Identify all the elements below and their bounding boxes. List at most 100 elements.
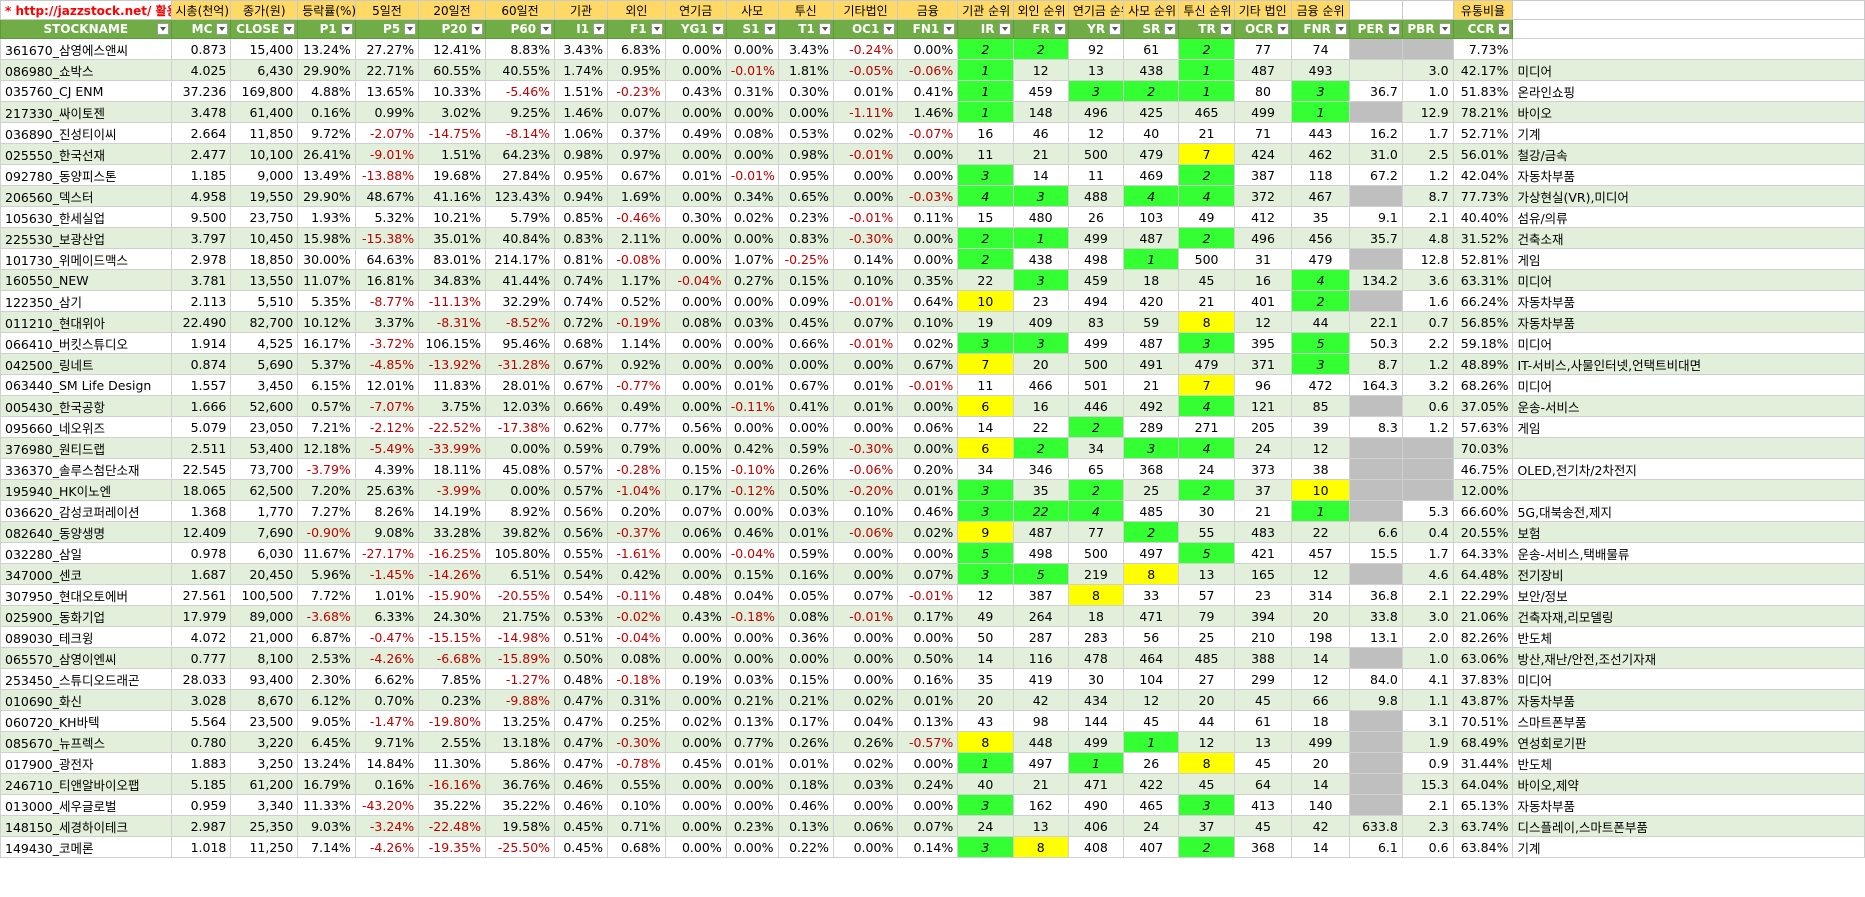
- sector-cell[interactable]: [1512, 437, 1865, 459]
- filter-dropdown-icon[interactable]: [340, 23, 353, 35]
- filter-dropdown-icon[interactable]: [216, 23, 229, 35]
- sector-cell[interactable]: 방산,재난/안전,조선기자재: [1512, 647, 1865, 669]
- value-cell[interactable]: 0.01%: [832, 395, 899, 417]
- rank-cell[interactable]: 283: [1067, 626, 1125, 648]
- sector-cell[interactable]: [1512, 479, 1865, 501]
- value-cell[interactable]: 2.5: [1401, 143, 1454, 165]
- value-cell[interactable]: -0.10%: [725, 458, 779, 480]
- value-cell[interactable]: 0.64%: [897, 290, 959, 312]
- rank-cell[interactable]: 456: [1291, 227, 1350, 249]
- rank-cell[interactable]: 387: [1012, 584, 1069, 606]
- value-cell[interactable]: [1348, 185, 1403, 207]
- value-cell[interactable]: 0.00%: [725, 626, 779, 648]
- value-cell[interactable]: -13.92%: [418, 353, 486, 375]
- value-cell[interactable]: 13.1: [1348, 626, 1403, 648]
- value-cell[interactable]: 12.8: [1401, 248, 1454, 270]
- rank-cell[interactable]: 21: [1012, 773, 1069, 795]
- rank-cell[interactable]: 394: [1233, 605, 1293, 627]
- rank-cell[interactable]: 33: [1123, 584, 1180, 606]
- value-cell[interactable]: 1.46%: [554, 101, 609, 123]
- value-cell[interactable]: 0.26%: [777, 731, 834, 753]
- value-cell[interactable]: 0.00%: [725, 500, 779, 522]
- rank-cell[interactable]: 409: [1012, 311, 1069, 333]
- value-cell[interactable]: 0.95%: [554, 164, 609, 186]
- value-cell[interactable]: 27.561: [170, 584, 232, 606]
- value-cell[interactable]: 14.84%: [354, 752, 420, 774]
- value-cell[interactable]: 0.59%: [554, 437, 609, 459]
- value-cell[interactable]: 0.00%: [664, 815, 727, 837]
- value-cell[interactable]: 61,400: [230, 101, 299, 123]
- value-cell[interactable]: 0.03%: [725, 311, 779, 333]
- value-cell[interactable]: [1348, 248, 1403, 270]
- filter-dropdown-icon[interactable]: [1277, 23, 1290, 35]
- value-cell[interactable]: [1348, 59, 1403, 81]
- value-cell[interactable]: 13.25%: [484, 710, 556, 732]
- value-cell[interactable]: -0.01%: [725, 59, 779, 81]
- rank-cell[interactable]: 59: [1123, 311, 1180, 333]
- value-cell[interactable]: 0.54%: [554, 563, 609, 585]
- rank-cell[interactable]: 446: [1067, 395, 1125, 417]
- rank-cell[interactable]: 3: [957, 164, 1014, 186]
- rank-cell[interactable]: 4: [957, 185, 1014, 207]
- sector-cell[interactable]: 기계: [1512, 122, 1865, 144]
- rank-cell[interactable]: 14: [957, 416, 1014, 438]
- rank-cell[interactable]: 20: [957, 689, 1014, 711]
- value-cell[interactable]: 8.7: [1348, 353, 1403, 375]
- sector-cell[interactable]: 운송-서비스: [1512, 395, 1865, 417]
- value-cell[interactable]: 2.3: [1401, 815, 1454, 837]
- filter-dropdown-icon[interactable]: [540, 23, 553, 35]
- value-cell[interactable]: -8.31%: [418, 311, 486, 333]
- value-cell[interactable]: 0.45%: [554, 815, 609, 837]
- rank-cell[interactable]: 438: [1012, 248, 1069, 270]
- filter-dropdown-icon[interactable]: [1438, 23, 1451, 35]
- value-cell[interactable]: 41.44%: [484, 269, 556, 291]
- rank-cell[interactable]: 3: [957, 479, 1014, 501]
- stock-name-cell[interactable]: 095660_네오위즈: [0, 416, 172, 438]
- value-cell[interactable]: [1401, 437, 1454, 459]
- value-cell[interactable]: 14.19%: [418, 500, 486, 522]
- value-cell[interactable]: 6.51%: [484, 563, 556, 585]
- rank-cell[interactable]: 388: [1233, 647, 1293, 669]
- value-cell[interactable]: 0.43%: [664, 80, 727, 102]
- rank-cell[interactable]: 3: [1012, 185, 1069, 207]
- value-cell[interactable]: -0.01%: [832, 143, 899, 165]
- value-cell[interactable]: 26.41%: [297, 143, 356, 165]
- value-cell[interactable]: 9.1: [1348, 206, 1403, 228]
- value-cell[interactable]: 52.81%: [1452, 248, 1514, 270]
- value-cell[interactable]: 0.00%: [664, 794, 727, 816]
- filter-dropdown-icon[interactable]: [404, 23, 417, 35]
- rank-cell[interactable]: 13: [1067, 59, 1125, 81]
- stock-name-cell[interactable]: 025550_한국선재: [0, 143, 172, 165]
- value-cell[interactable]: 0.42%: [607, 563, 666, 585]
- rank-cell[interactable]: 45: [1123, 710, 1180, 732]
- value-cell[interactable]: 0.00%: [832, 542, 899, 564]
- value-cell[interactable]: -8.14%: [484, 122, 556, 144]
- sector-cell[interactable]: 반도체: [1512, 752, 1865, 774]
- rank-cell[interactable]: 42: [1012, 689, 1069, 711]
- rank-cell[interactable]: 264: [1012, 605, 1069, 627]
- value-cell[interactable]: 0.23%: [777, 206, 834, 228]
- rank-cell[interactable]: 472: [1291, 374, 1350, 396]
- stock-name-cell[interactable]: 086980_쇼박스: [0, 59, 172, 81]
- value-cell[interactable]: 59.18%: [1452, 332, 1514, 354]
- rank-cell[interactable]: 42: [1291, 815, 1350, 837]
- rank-cell[interactable]: 121: [1233, 395, 1293, 417]
- value-cell[interactable]: 3.75%: [418, 395, 486, 417]
- value-cell[interactable]: 8.3: [1348, 416, 1403, 438]
- value-cell[interactable]: 0.06%: [664, 521, 727, 543]
- rank-cell[interactable]: 465: [1123, 794, 1180, 816]
- value-cell[interactable]: 33.28%: [418, 521, 486, 543]
- value-cell[interactable]: 64.33%: [1452, 542, 1514, 564]
- value-cell[interactable]: -0.04%: [607, 626, 666, 648]
- value-cell[interactable]: 0.00%: [664, 563, 727, 585]
- stock-name-cell[interactable]: 065570_삼영이엔씨: [0, 647, 172, 669]
- value-cell[interactable]: -16.25%: [418, 542, 486, 564]
- value-cell[interactable]: -1.27%: [484, 668, 556, 690]
- value-cell[interactable]: 21,000: [230, 626, 299, 648]
- rank-cell[interactable]: 21: [1123, 374, 1180, 396]
- rank-cell[interactable]: 44: [1178, 710, 1235, 732]
- stock-name-cell[interactable]: 060720_KH바텍: [0, 710, 172, 732]
- sector-cell[interactable]: 바이오,제약: [1512, 773, 1865, 795]
- sector-cell[interactable]: 바이오: [1512, 101, 1865, 123]
- value-cell[interactable]: 15,400: [230, 38, 299, 60]
